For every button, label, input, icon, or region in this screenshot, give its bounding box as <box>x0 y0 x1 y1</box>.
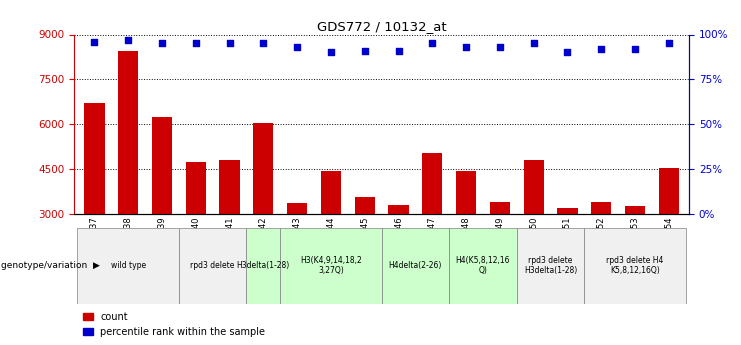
Point <box>562 50 574 55</box>
Text: wild type: wild type <box>110 261 146 270</box>
Point <box>528 41 539 46</box>
Bar <box>388 205 408 214</box>
Point <box>460 44 472 50</box>
Point <box>190 41 202 46</box>
Bar <box>585 228 685 304</box>
Point <box>122 37 134 43</box>
Text: rpd3 delete
H3delta(1-28): rpd3 delete H3delta(1-28) <box>524 256 577 275</box>
Bar <box>253 123 273 214</box>
Text: H3delta(1-28): H3delta(1-28) <box>236 261 290 270</box>
Bar <box>84 103 104 214</box>
Point <box>629 46 641 52</box>
Bar <box>185 161 206 214</box>
Point <box>257 41 269 46</box>
Point <box>325 50 337 55</box>
Point <box>393 48 405 53</box>
Bar <box>422 152 442 214</box>
Text: H3(K4,9,14,18,2
3,27Q): H3(K4,9,14,18,2 3,27Q) <box>300 256 362 275</box>
Bar <box>659 168 679 214</box>
Bar <box>557 208 578 214</box>
Text: rpd3 delete H4
K5,8,12,16Q): rpd3 delete H4 K5,8,12,16Q) <box>606 256 664 275</box>
Bar <box>490 202 510 214</box>
Text: genotype/variation  ▶: genotype/variation ▶ <box>1 261 100 270</box>
Bar <box>456 170 476 214</box>
Bar <box>591 202 611 214</box>
Text: H4(K5,8,12,16
Q): H4(K5,8,12,16 Q) <box>456 256 511 275</box>
Point <box>426 41 438 46</box>
Bar <box>516 228 585 304</box>
Point <box>494 44 506 50</box>
Bar <box>625 206 645 214</box>
Point <box>291 44 303 50</box>
Point <box>224 41 236 46</box>
Point <box>595 46 607 52</box>
Bar <box>524 160 544 214</box>
Bar <box>287 204 308 214</box>
Bar <box>78 228 179 304</box>
Bar <box>280 228 382 304</box>
Point <box>156 41 168 46</box>
Bar <box>321 170 341 214</box>
Bar <box>179 228 247 304</box>
Point <box>663 41 675 46</box>
Bar <box>382 228 449 304</box>
Bar <box>219 160 239 214</box>
Bar <box>152 117 172 214</box>
Title: GDS772 / 10132_at: GDS772 / 10132_at <box>317 20 446 33</box>
Point <box>88 39 100 45</box>
Bar <box>247 228 280 304</box>
Bar <box>355 197 375 214</box>
Point <box>359 48 370 53</box>
Bar <box>449 228 516 304</box>
Bar <box>118 51 139 214</box>
Text: H4delta(2-26): H4delta(2-26) <box>389 261 442 270</box>
Legend: count, percentile rank within the sample: count, percentile rank within the sample <box>79 308 269 341</box>
Text: rpd3 delete: rpd3 delete <box>190 261 235 270</box>
